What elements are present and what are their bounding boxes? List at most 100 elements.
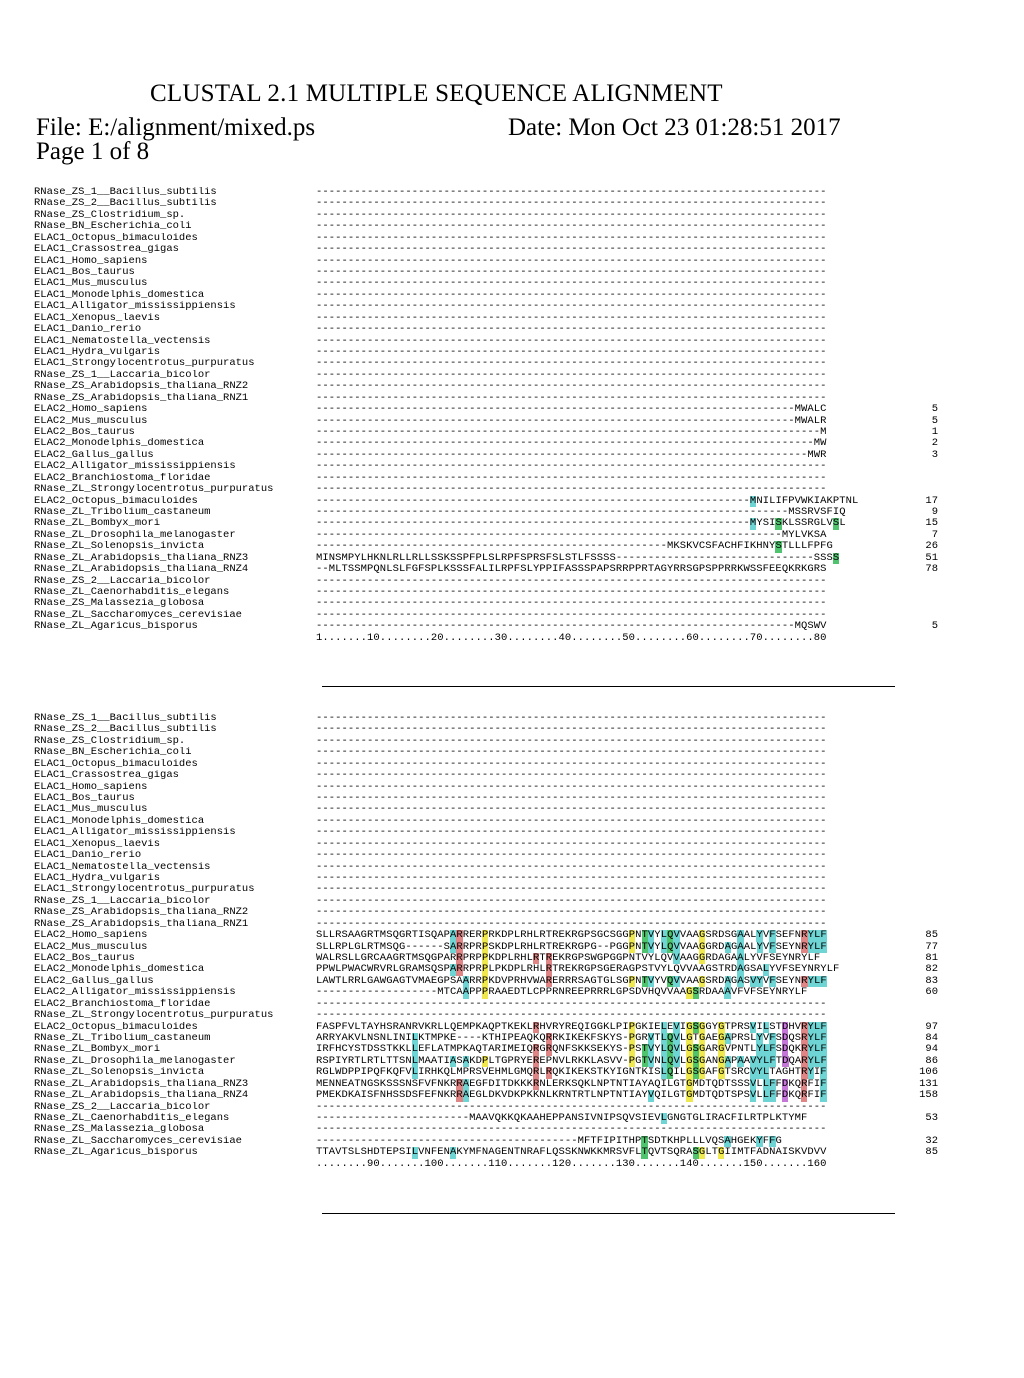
sequence-residues: ----------------------------------------… — [316, 437, 827, 450]
sequence-residues: -------------------MTCAAPPPRAAEDTLCPPRNR… — [316, 986, 808, 999]
sequence-residues: ----------------------------------------… — [316, 368, 827, 381]
file-path: File: E:/alignment/mixed.ps — [36, 114, 316, 141]
sequence-name: RNase_ZS_Malassezia_globosa — [34, 598, 205, 610]
sequence-name: ELAC1_Alligator_mississippiensis — [34, 301, 236, 313]
sequence-name: RNase_ZS_Arabidopsis_thaliana_RNZ1 — [34, 392, 249, 404]
ruler-text: ........90.......100.......110.......120… — [316, 1157, 827, 1170]
ruler-text: 1.......10........20........30........40… — [316, 631, 827, 644]
sequence-name: RNase_ZS_Arabidopsis_thaliana_RNZ2 — [34, 381, 249, 393]
sequence-name: ELAC2_Octopus_bimaculoides — [34, 1021, 198, 1033]
sequence-name: ELAC2_Mus_musculus — [34, 941, 148, 953]
sequence-name: RNase_ZL_Caenorhabditis_elegans — [34, 587, 230, 599]
sequence-residues: ----------------------------------------… — [316, 448, 827, 461]
sequence-name: RNase_ZL_Tribolium_castaneum — [34, 1033, 211, 1045]
sequence-name: ELAC1_Octopus_bimaculoides — [34, 232, 198, 244]
sequence-residues: ----------------------------------------… — [316, 872, 827, 885]
sequence-residues: ----------------------------------------… — [316, 860, 827, 873]
sequence-name: ELAC2_Homo_sapiens — [34, 404, 148, 416]
sequence-name: RNase_ZL_Drosophila_melanogaster — [34, 529, 236, 541]
block-separator-1 — [322, 686, 895, 687]
residue-count: 51 — [925, 551, 938, 564]
sequence-name: RNase_ZS_Clostridium_sp. — [34, 735, 186, 747]
sequence-residues: ----------------------------------------… — [316, 814, 827, 827]
sequence-residues: ----------------------------------------… — [316, 414, 827, 427]
sequence-residues: ----------------------------------------… — [316, 506, 846, 519]
sequence-name: ELAC2_Alligator_mississippiensis — [34, 461, 236, 473]
sequence-residues: ----------------------------------------… — [316, 266, 827, 278]
sequence-residues: ----------------------------------------… — [316, 883, 827, 896]
sequence-name: ELAC1_Octopus_bimaculoides — [34, 758, 198, 770]
sequence-residues: ----------------------------------------… — [316, 1123, 827, 1136]
residue-count: 7 — [931, 528, 938, 541]
residue-count: 158 — [919, 1089, 938, 1102]
sequence-name: ELAC1_Danio_rerio — [34, 850, 142, 862]
sequence-name: RNase_ZL_Tribolium_castaneum — [34, 507, 211, 519]
sequence-name: ELAC1_Bos_taurus — [34, 267, 135, 278]
residue-count: 5 — [931, 620, 938, 633]
sequence-residues: ----------------------------------------… — [316, 460, 827, 473]
sequence-residues: RSPIYRTLRTLTTSNLMAATIASAKDPLTGPRYEREPNVL… — [316, 1054, 827, 1068]
sequence-name: ELAC2_Alligator_mississippiensis — [34, 987, 236, 999]
sequence-residues: WALRSLLGRCAAGRTMSQGPARRPRPPKDPLRHLRTREKR… — [316, 952, 821, 965]
sequence-name: ELAC1_Nematostella_vectensis — [34, 861, 211, 873]
sequence-residues: ----------------------------------------… — [316, 311, 827, 324]
sequence-name: RNase_ZL_Solenopsis_invicta — [34, 541, 205, 553]
sequence-residues: ----------------------------------------… — [316, 734, 827, 747]
sequence-residues: ----------------------------------------… — [316, 346, 827, 359]
residue-count: 2 — [931, 437, 938, 450]
residue-count: 77 — [925, 940, 938, 953]
sequence-name: ELAC1_Hydra_vulgaris — [34, 347, 161, 359]
sequence-name: RNase_ZL_Drosophila_melanogaster — [34, 1055, 236, 1067]
sequence-residues: LAWTLRRLGAWGAGTVMAEGPSAARRPKDVPRHVWARERR… — [316, 974, 827, 988]
sequence-name: RNase_ZS_1__Laccaria_bicolor — [34, 369, 211, 381]
sequence-name: RNase_ZL_Arabidopsis_thaliana_RNZ4 — [34, 564, 249, 576]
sequence-name: RNase_ZS_Malassezia_globosa — [34, 1124, 205, 1136]
residue-count: 1 — [931, 426, 938, 439]
sequence-residues: PPWLPWACWRVRLGRAMSQSPARRPRPLPKDPLRHLRTRE… — [316, 963, 840, 976]
sequence-name: RNase_BN_Escherichia_coli — [34, 221, 192, 233]
residue-count: 9 — [931, 506, 938, 519]
sequence-name: ELAC2_Branchiostoma_floridae — [34, 998, 211, 1010]
sequence-residues: ----------------------------------------… — [316, 277, 827, 290]
sequence-residues: ----------------------------------------… — [316, 220, 827, 233]
sequence-residues: ----------------------------------------… — [316, 186, 827, 198]
sequence-residues: ----------------------------------------… — [316, 1134, 782, 1148]
residue-count: 97 — [925, 1020, 938, 1033]
sequence-name: ELAC1_Monodelphis_domestica — [34, 815, 205, 827]
sequence-residues: ----------------------------------------… — [316, 517, 846, 530]
sequence-name: RNase_ZL_Solenopsis_invicta — [34, 1067, 205, 1079]
sequence-residues: ----------------------------------------… — [316, 597, 827, 610]
sequence-residues: ----------------------------------------… — [316, 231, 827, 244]
sequence-name: ELAC1_Xenopus_laevis — [34, 312, 161, 324]
sequence-residues: ----------------------------------------… — [316, 746, 827, 759]
sequence-name: RNase_ZL_Bombyx_mori — [34, 1044, 161, 1056]
sequence-name: ELAC2_Octopus_bimaculoides — [34, 495, 198, 507]
sequence-name: ELAC2_Monodelphis_domestica — [34, 438, 205, 450]
sequence-residues: ----------------------------------------… — [316, 803, 827, 816]
sequence-name: ELAC2_Gallus_gallus — [34, 449, 154, 461]
sequence-name: RNase_ZS_Arabidopsis_thaliana_RNZ1 — [34, 918, 249, 930]
sequence-name: ELAC1_Crassostrea_gigas — [34, 770, 179, 782]
sequence-name: RNase_ZL_Strongylocentrotus_purpuratus — [34, 1010, 274, 1022]
residue-count: 32 — [925, 1134, 938, 1147]
sequence-residues: ----------------------------------------… — [316, 403, 827, 416]
sequence-name: RNase_ZL_Caenorhabditis_elegans — [34, 1113, 230, 1125]
sequence-residues: ----------------------------------------… — [316, 1100, 827, 1113]
sequence-residues: PMEKDKAISFNHSSDSFEFNKRRAEGLDKVDKPKKNLKRN… — [316, 1089, 827, 1102]
sequence-name: RNase_ZL_Strongylocentrotus_purpuratus — [34, 484, 274, 496]
sequence-residues: ------------------------MAAVQKKQKAAHEPPA… — [316, 1112, 808, 1125]
block-separator-2 — [322, 1213, 895, 1214]
sequence-name: RNase_ZS_2__Bacillus_subtilis — [34, 198, 217, 210]
sequence-name: RNase_ZS_Clostridium_sp. — [34, 209, 186, 221]
sequence-name: ELAC1_Crassostrea_gigas — [34, 244, 179, 256]
sequence-residues: ----------------------------------------… — [316, 837, 827, 850]
sequence-residues: ----------------------------------------… — [316, 780, 827, 793]
sequence-name: RNase_ZS_2__Bacillus_subtilis — [34, 724, 217, 736]
sequence-residues: ----------------------------------------… — [316, 792, 827, 804]
sequence-residues: ----------------------------------------… — [316, 620, 827, 633]
sequence-residues: TTAVTSLSHDTEPSILVNFENAKYMFNAGENTNRAFLQSS… — [316, 1146, 827, 1159]
sequence-residues: ----------------------------------------… — [316, 723, 827, 736]
residue-count: 84 — [925, 1032, 938, 1045]
residue-count: 3 — [931, 448, 938, 461]
